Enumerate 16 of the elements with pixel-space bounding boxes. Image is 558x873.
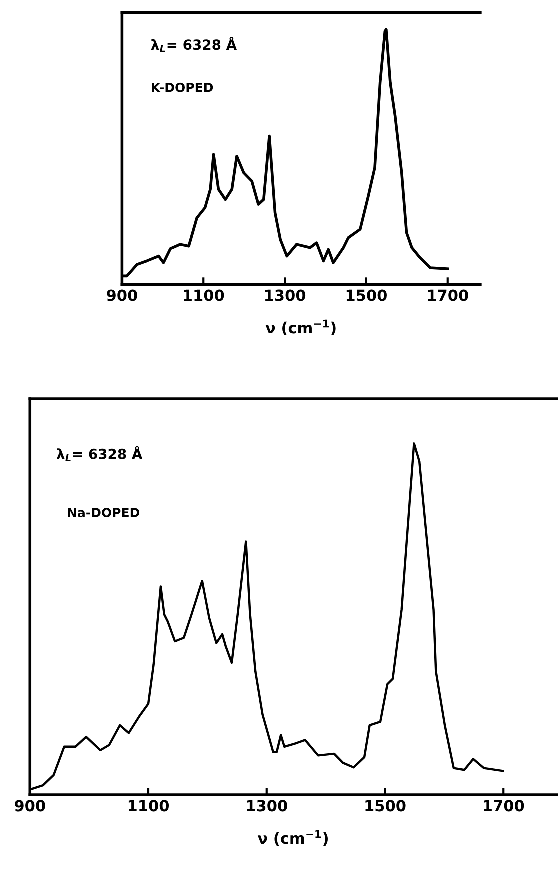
annotation: K-DOPED <box>152 82 214 92</box>
x-tick-label: 1700 <box>484 800 524 812</box>
x-tick-label: 1500 <box>366 800 406 812</box>
x-axis-title: ν (cm$^{−1}$) <box>266 320 336 336</box>
x-tick-label: 1100 <box>128 800 170 812</box>
x-tick-label: 900 <box>107 290 138 302</box>
x-tick-label: 1300 <box>266 290 306 302</box>
annotation: λ$_{L}$= 6328 Å <box>56 446 143 462</box>
x-tick-label: 1700 <box>428 290 468 302</box>
x-tick-label: 1300 <box>247 800 288 812</box>
annotation: Na-DOPED <box>68 508 140 518</box>
x-tick-label: 1100 <box>184 290 224 302</box>
annotation: λ$_{L}$= 6328 Å <box>151 37 238 52</box>
x-axis-title: ν (cm$^{−1}$) <box>258 830 328 846</box>
x-tick-label: 900 <box>14 800 46 812</box>
x-tick-label: 1500 <box>346 290 387 302</box>
